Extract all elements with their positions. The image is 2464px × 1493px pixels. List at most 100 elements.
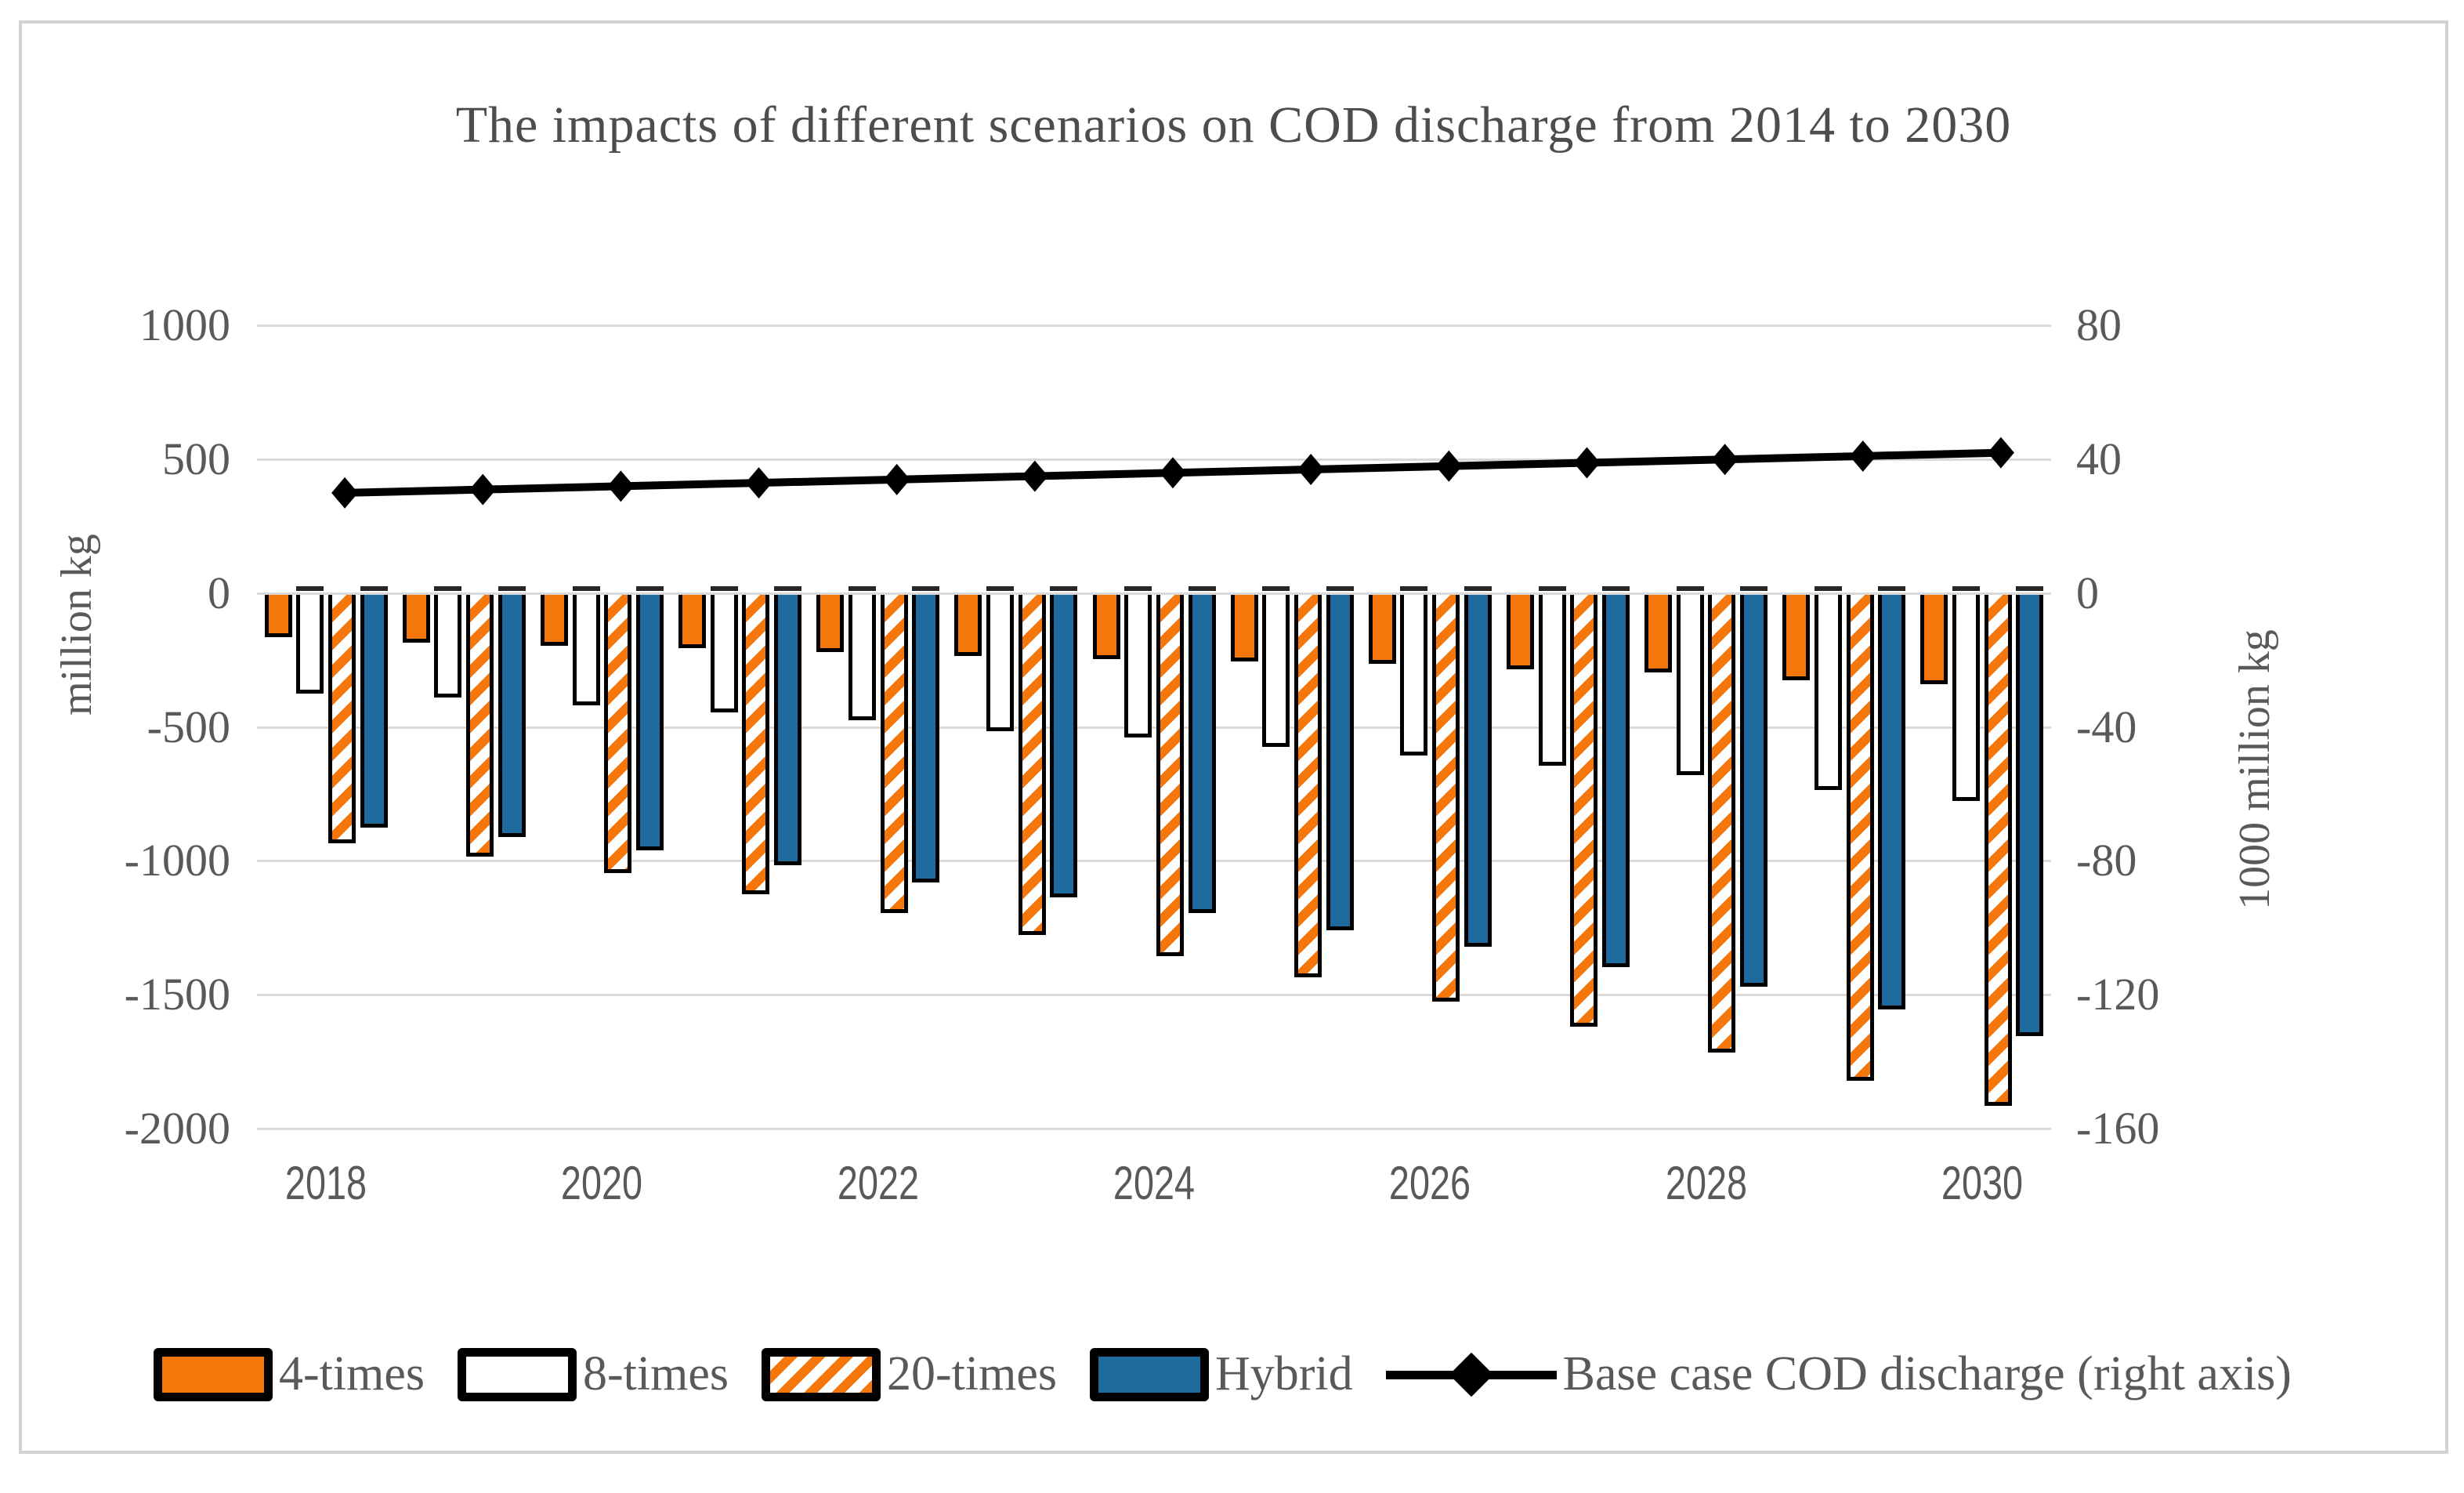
right-axis-tick-label: 80 [2076,299,2122,350]
bar-8-times [1814,594,1842,791]
left-axis-tick-label: 0 [208,567,230,618]
x-axis-label: 2028 [1665,1157,1747,1209]
legend-item-8-times: 8-times [458,1346,751,1402]
bar-4-times [540,594,568,646]
chart-frame: The impacts of different scenarios on CO… [19,20,2448,1454]
bar-hybrid [1601,594,1630,967]
bar-4-times [1368,594,1396,665]
legend-label-8-times: 8-times [583,1347,729,1401]
legend-label-base-case-cod-discharge-right-axis-: Base case COD discharge (right axis) [1562,1347,2292,1401]
line-marker-diamond [1160,457,1186,489]
line-marker-diamond [1021,460,1048,492]
bar-hybrid [2016,594,2044,1037]
bar-hybrid [360,594,388,828]
bar-top-cap [434,585,462,591]
gridline [257,860,2051,863]
bar-top-cap [710,585,738,591]
bar-top-cap [1464,585,1492,591]
bar-8-times [1124,594,1152,738]
bar-20-times [1984,594,2012,1107]
line-marker-diamond [1987,437,2014,469]
line-marker-diamond [607,470,635,502]
bar-20-times [1156,594,1184,956]
bar-4-times [1230,594,1258,662]
legend-item-base-case-cod-discharge-right-axis-: Base case COD discharge (right axis) [1385,1346,2314,1402]
bar-hybrid [1326,594,1354,931]
line-marker-diamond [1573,447,1601,479]
legend-swatch-20-times [762,1347,881,1401]
left-axis-tick-label: 1000 [139,299,230,350]
bar-20-times [880,594,908,914]
line-marker-diamond [469,473,497,506]
bar-20-times [1708,594,1736,1053]
bar-top-cap [1538,585,1566,591]
bar-top-cap [1188,585,1216,591]
base-case-line-layer [331,437,2014,509]
x-axis-label: 2020 [561,1157,643,1209]
bar-top-cap [912,585,940,591]
bar-8-times [848,594,876,721]
bar-top-cap [848,585,876,591]
legend-swatch-4-times [154,1347,273,1401]
right-axis-tick-label: -80 [2076,835,2137,886]
bar-4-times [1782,594,1811,680]
bar-hybrid [1740,594,1768,987]
left-axis-tick-label: 500 [162,433,230,484]
right-axis-tick-label: -40 [2076,701,2137,752]
bar-top-cap [635,585,664,591]
line-marker-diamond [745,467,772,499]
bar-top-cap [572,585,600,591]
legend-label-4-times: 4-times [279,1347,425,1401]
bar-top-cap [1952,585,1981,591]
legend-item-20-times: 20-times [762,1346,1079,1402]
gridline [257,592,2051,595]
right-axis-tick-label: 40 [2076,433,2122,484]
bar-4-times [816,594,845,653]
bar-4-times [954,594,982,657]
gridline [257,726,2051,729]
bar-top-cap [2016,585,2044,591]
legend-swatch-hybrid [1089,1347,1209,1401]
right-axis-tick-label: -160 [2076,1103,2160,1154]
bar-20-times [1846,594,1874,1081]
bar-hybrid [1188,594,1216,914]
right-axis-title: 1000 million kg [2231,629,2279,910]
gridline [257,324,2051,327]
bar-20-times [604,594,632,873]
right-axis-tick-label: 0 [2076,567,2099,618]
bar-top-cap [1124,585,1152,591]
bar-8-times [572,594,600,706]
left-axis-tick-label: -2000 [124,1103,230,1154]
line-marker-diamond [883,463,910,495]
bar-top-cap [1814,585,1842,591]
bar-8-times [434,594,462,698]
line-marker-diamond [331,477,359,509]
gridline [257,1128,2051,1130]
bar-hybrid [498,594,526,837]
bar-hybrid [1464,594,1492,947]
bar-8-times [1262,594,1290,748]
bar-8-times [296,594,324,694]
bar-top-cap [1050,585,1078,591]
left-axis-tick-label: -1500 [124,969,230,1020]
chart-title: The impacts of different scenarios on CO… [455,96,2012,154]
line-marker-diamond [1849,440,1876,472]
x-axis-label: 2018 [284,1157,367,1209]
bar-top-cap [986,585,1014,591]
bar-hybrid [635,594,664,850]
gridline [257,994,2051,997]
bar-8-times [1676,594,1704,776]
x-axis-label: 2026 [1389,1157,1471,1209]
bar-20-times [1018,594,1046,935]
bar-top-cap [1878,585,1906,591]
bar-top-cap [1676,585,1704,591]
bar-4-times [1092,594,1120,659]
bar-top-cap [1262,585,1290,591]
bar-8-times [710,594,738,712]
bar-top-cap [774,585,802,591]
left-axis-tick-label: -500 [147,701,230,752]
bar-top-cap [360,585,388,591]
left-axis-tick-label: -1000 [124,835,230,886]
bar-hybrid [912,594,940,882]
bar-top-cap [1326,585,1354,591]
